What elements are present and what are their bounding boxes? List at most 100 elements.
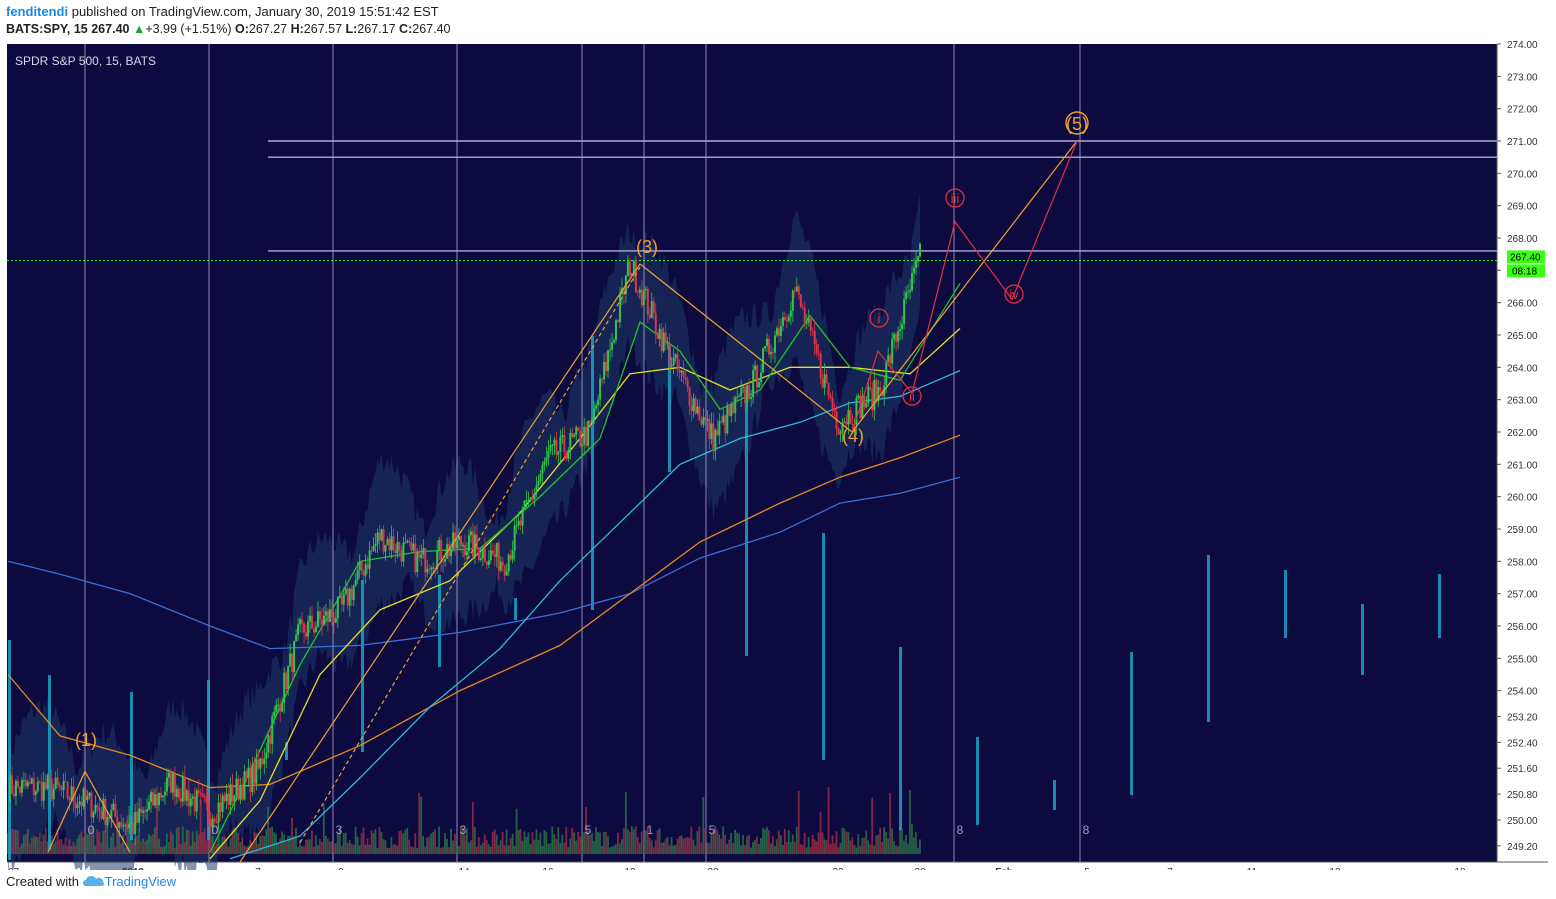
candle-body — [96, 804, 99, 808]
volume-bar — [420, 796, 423, 854]
candle-body — [501, 561, 504, 566]
candle-body — [632, 260, 635, 274]
volume-bar — [714, 826, 717, 854]
volume-bar — [223, 836, 226, 854]
volume-bar — [875, 835, 878, 854]
volume-bar — [269, 827, 272, 854]
volume-bar — [839, 842, 842, 854]
candle-body — [891, 339, 894, 364]
volume-profile-stick — [1207, 555, 1210, 722]
candle-body — [120, 821, 123, 827]
candle-body — [758, 382, 761, 388]
candle-body — [299, 619, 302, 625]
candle-body — [366, 564, 369, 569]
candle-body — [485, 561, 488, 566]
volume-bar — [241, 837, 244, 854]
tradingview-link[interactable]: TradingView — [104, 874, 177, 889]
volume-bar — [259, 835, 262, 854]
volume-bar — [404, 829, 407, 854]
volume-bar — [130, 834, 132, 854]
candle-body — [481, 547, 484, 559]
candle-body — [736, 396, 739, 398]
candle-body — [511, 550, 514, 560]
candle-body — [700, 420, 703, 425]
candle-body — [767, 338, 770, 355]
candle-body — [803, 307, 806, 324]
candle-body — [118, 821, 121, 828]
price-tick-label: 252.40 — [1507, 738, 1538, 749]
candle-body — [48, 775, 51, 779]
volume-profile-stick — [8, 640, 11, 860]
open-label: O: — [234, 22, 249, 36]
candle-body — [293, 640, 296, 672]
volume-bar — [156, 800, 158, 854]
volume-bar — [424, 846, 427, 854]
volume-bar — [897, 846, 899, 854]
candle-body — [710, 423, 713, 440]
candle-body — [791, 290, 794, 311]
candle-body — [98, 807, 101, 812]
volume-bar — [785, 841, 788, 854]
volume-bar — [316, 845, 319, 854]
volume-bar — [551, 826, 554, 854]
volume-bar — [231, 829, 234, 854]
volume-bar — [430, 833, 433, 854]
candle-body — [634, 260, 637, 292]
volume-bar — [98, 832, 101, 854]
volume-bar — [185, 829, 188, 854]
price-axis-background — [1497, 44, 1548, 862]
candle-body — [328, 609, 331, 622]
candle-body — [813, 330, 816, 345]
time-tick-label: 7 — [1167, 867, 1173, 870]
volume-bar — [350, 843, 353, 854]
volume-bar — [418, 792, 421, 854]
candle-body — [62, 781, 65, 791]
time-tick-label: 23 — [707, 867, 719, 870]
volume-bar — [730, 832, 733, 854]
candle-body — [716, 429, 719, 436]
volume-bar — [293, 835, 295, 854]
candle-body — [350, 588, 353, 600]
candle-body — [116, 816, 119, 828]
candle-body — [493, 553, 496, 558]
candle-body — [694, 398, 697, 414]
volume-profile-stick — [1438, 574, 1441, 638]
candle-body — [368, 550, 371, 569]
candle-body — [591, 418, 594, 423]
candle-body — [456, 539, 459, 549]
candle-body — [378, 532, 381, 541]
candle-body — [219, 802, 222, 813]
volume-bar — [680, 835, 683, 854]
candle-body — [386, 539, 389, 545]
author-link[interactable]: fenditendi — [6, 4, 69, 19]
volume-bar — [587, 831, 589, 854]
candle-body — [589, 421, 592, 423]
volume-bar — [779, 835, 782, 854]
candle-body — [678, 370, 681, 373]
candle-body — [845, 421, 848, 425]
candle-body — [887, 355, 890, 362]
candle-body — [261, 758, 264, 764]
candle-body — [885, 361, 888, 386]
volume-bar — [674, 844, 677, 854]
volume-bar — [766, 826, 768, 854]
candle-body — [380, 529, 383, 541]
wave-label-major: (3) — [636, 237, 658, 257]
candle-body — [463, 544, 466, 556]
volume-bar — [573, 832, 576, 854]
candle-body — [287, 666, 290, 689]
candle-body — [100, 811, 103, 819]
volume-bar — [597, 831, 599, 854]
candle-body — [152, 792, 155, 806]
candle-body — [394, 550, 397, 554]
candle-body — [128, 823, 131, 829]
candle-body — [205, 797, 208, 804]
volume-bar — [62, 844, 65, 854]
volume-bar — [636, 837, 639, 854]
candle-body — [801, 307, 804, 309]
candle-body — [324, 611, 327, 616]
volume-bar — [434, 829, 436, 854]
candle-body — [787, 316, 790, 321]
candle-body — [217, 802, 220, 823]
